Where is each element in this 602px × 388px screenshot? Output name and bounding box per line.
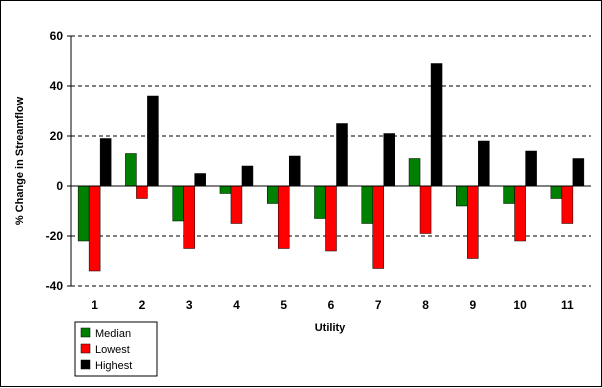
bar-highest (430, 63, 443, 187)
x-tick-label: 8 (422, 298, 429, 312)
axes (67, 35, 591, 287)
legend: Median Lowest Highest (74, 321, 158, 377)
bar-median (266, 185, 279, 204)
legend-label-median: Median (95, 328, 131, 340)
y-tick-label: 40 (50, 79, 64, 93)
bar-median (361, 185, 374, 224)
bar-median (456, 185, 468, 207)
x-tick-label: 5 (280, 298, 287, 312)
bar-median (77, 185, 90, 242)
bar-median (172, 185, 184, 222)
bar-median (408, 158, 421, 187)
x-tick-label: 6 (328, 298, 335, 312)
bar-lowest (561, 185, 574, 224)
y-tick-label: 20 (50, 129, 64, 143)
bar-lowest (88, 185, 101, 272)
bar-lowest (183, 185, 195, 249)
bar-lowest (277, 185, 290, 249)
y-tick-label: 60 (50, 29, 64, 43)
bar-highest (99, 138, 112, 187)
y-tick-label: 0 (56, 179, 63, 193)
bar-highest (383, 133, 396, 187)
x-tick-label: 2 (139, 298, 146, 312)
bar-highest (572, 158, 585, 187)
bar-median (550, 185, 563, 199)
bar-lowest (325, 185, 337, 252)
x-tick-label: 7 (375, 298, 382, 312)
y-axis-title: % Change in Streamflow (14, 96, 26, 225)
bar-median (125, 153, 137, 187)
x-tick-label: 1 (91, 298, 98, 312)
bar-median (314, 185, 326, 219)
bar-highest (194, 173, 206, 187)
legend-label-highest: Highest (95, 360, 132, 372)
bar-highest (147, 95, 159, 187)
x-tick-label: 4 (233, 298, 240, 312)
y-tick-label: -40 (46, 279, 64, 293)
tick-labels: 1 2 3 4 5 6 7 8 9 10 11 -40 -20 0 20 40 60 (46, 29, 574, 312)
y-tick-label: -20 (46, 229, 64, 243)
legend-swatch-highest (80, 359, 91, 370)
bar-highest (478, 140, 490, 187)
bar-lowest (514, 185, 526, 242)
bar-lowest (230, 185, 243, 224)
x-axis-title: Utility (315, 322, 346, 334)
bar-highest (525, 150, 537, 187)
bar-median (219, 185, 232, 194)
bar-lowest (372, 185, 385, 269)
bar-highest (241, 165, 254, 187)
legend-swatch-lowest (80, 343, 91, 354)
x-tick-label: 10 (513, 298, 527, 312)
bars (77, 63, 585, 272)
x-tick-label: 3 (186, 298, 193, 312)
legend-label-lowest: Lowest (95, 344, 130, 356)
legend-swatch-median (80, 327, 91, 338)
bar-lowest (467, 185, 479, 259)
x-tick-label: 9 (469, 298, 476, 312)
bar-highest (288, 155, 301, 187)
bar-lowest (136, 185, 148, 199)
bar-median (503, 185, 515, 204)
bar-lowest (419, 185, 432, 234)
x-tick-label: 11 (561, 298, 574, 312)
bar-highest (336, 123, 348, 187)
